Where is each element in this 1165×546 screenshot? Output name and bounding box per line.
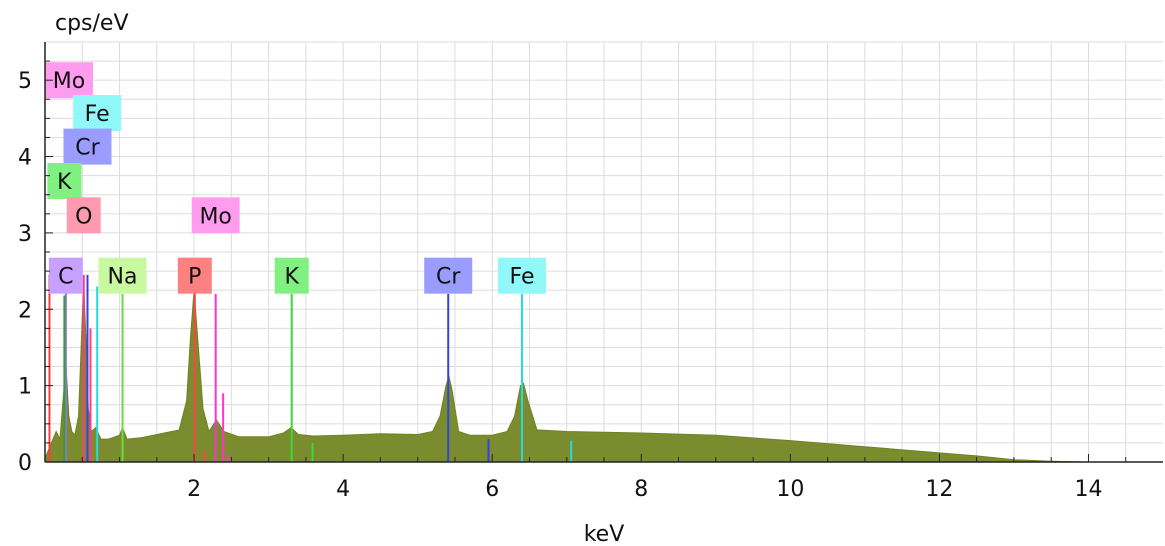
- element-label-k: K: [47, 162, 82, 199]
- element-label-box: [47, 162, 82, 199]
- element-label-text: P: [188, 265, 201, 290]
- element-label-text: C: [58, 265, 73, 290]
- element-label-cr: Cr: [424, 257, 473, 294]
- element-label-text: Mo: [199, 204, 231, 229]
- x-tick-label: 14: [1074, 477, 1102, 502]
- element-label-box: [274, 257, 309, 294]
- x-tick-label: 10: [776, 477, 804, 502]
- element-label-text: Cr: [75, 136, 100, 161]
- y-tick-label: 1: [18, 375, 32, 400]
- element-label-c: C: [48, 257, 83, 294]
- element-label-box: [498, 257, 547, 294]
- y-tick-label: 0: [18, 451, 32, 476]
- x-tick-label: 8: [634, 477, 648, 502]
- y-tick-label: 2: [18, 298, 32, 323]
- y-axis-label: cps/eV: [55, 11, 129, 36]
- element-label-k: K: [274, 257, 309, 294]
- x-tick-label: 2: [187, 477, 201, 502]
- element-label-fe: Fe: [498, 257, 547, 294]
- element-label-text: Cr: [436, 265, 461, 290]
- element-label-box: [98, 257, 147, 294]
- x-tick-label: 6: [485, 477, 499, 502]
- element-label-box: [48, 257, 83, 294]
- y-tick-label: 3: [18, 222, 32, 247]
- element-label-p: P: [177, 257, 212, 294]
- element-label-box: [177, 257, 212, 294]
- element-label-box: [66, 197, 101, 234]
- element-label-box: [63, 128, 112, 165]
- chart-grid: [45, 41, 1163, 462]
- element-label-text: Na: [108, 265, 138, 290]
- element-label-box: [73, 95, 122, 132]
- element-label-text: Fe: [85, 102, 110, 127]
- element-label-text: Fe: [510, 265, 535, 290]
- element-label-o: O: [66, 197, 101, 234]
- y-tick-label: 4: [18, 146, 32, 171]
- element-marker-lines: [48, 274, 573, 462]
- element-label-text: Mo: [53, 69, 85, 94]
- element-label-text: O: [75, 204, 92, 229]
- element-label-text: K: [284, 265, 299, 290]
- element-label-mo: Mo: [191, 197, 240, 234]
- element-label-text: K: [57, 170, 72, 195]
- element-label-box: [191, 197, 240, 234]
- x-tick-label: 12: [925, 477, 953, 502]
- element-label-fe: Fe: [73, 95, 122, 132]
- y-tick-label: 5: [18, 69, 32, 94]
- element-label-cr: Cr: [63, 128, 112, 165]
- x-tick-label: 4: [336, 477, 350, 502]
- x-axis-label: keV: [584, 522, 625, 546]
- element-label-na: Na: [98, 257, 147, 294]
- element-label-box: [424, 257, 473, 294]
